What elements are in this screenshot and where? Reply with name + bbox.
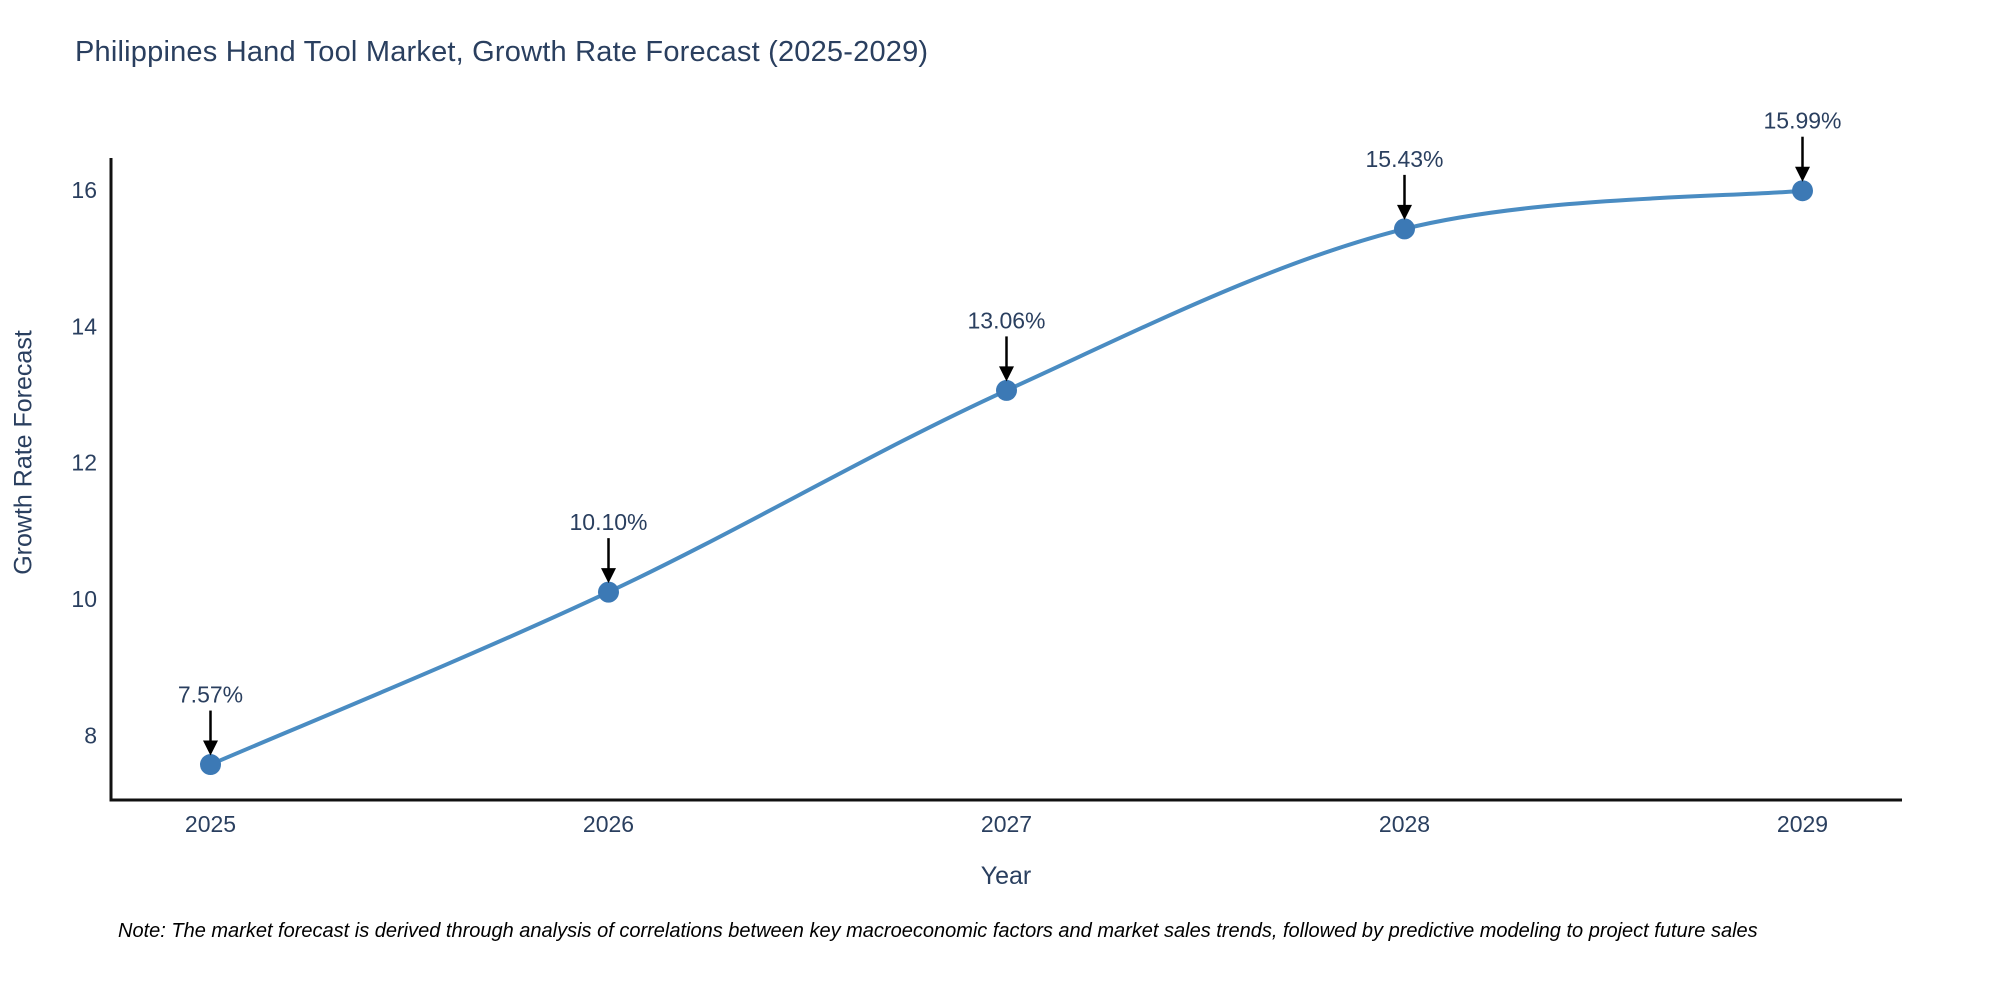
y-tick-label: 12 bbox=[71, 450, 97, 476]
y-tick-label: 10 bbox=[71, 586, 97, 612]
data-point-marker bbox=[996, 379, 1017, 401]
annotation-arrowhead-icon bbox=[1397, 204, 1412, 220]
annotation-arrowhead-icon bbox=[1795, 166, 1810, 182]
x-tick-label: 2028 bbox=[1379, 811, 1430, 837]
y-tick-label: 16 bbox=[71, 177, 97, 203]
y-axis-title: Growth Rate Forecast bbox=[9, 330, 38, 575]
x-axis-title: Year bbox=[980, 862, 1032, 890]
footnote: Note: The market forecast is derived thr… bbox=[118, 920, 1758, 942]
x-tick-label: 2029 bbox=[1777, 811, 1828, 837]
y-tick-label: 14 bbox=[71, 313, 97, 339]
forecast-line bbox=[209, 188, 1803, 767]
data-point-label: 15.99% bbox=[1763, 108, 1841, 134]
annotation-arrowhead-icon bbox=[999, 366, 1014, 382]
data-point-label: 10.10% bbox=[569, 509, 647, 535]
annotation-arrowhead-icon bbox=[601, 568, 616, 584]
data-point-marker bbox=[1792, 180, 1813, 202]
data-point-marker bbox=[200, 754, 221, 776]
data-point-marker bbox=[598, 581, 619, 603]
data-point-marker bbox=[1394, 218, 1415, 240]
y-tick-label: 8 bbox=[84, 722, 97, 748]
data-point-label: 7.57% bbox=[178, 682, 243, 708]
x-tick-label: 2027 bbox=[981, 811, 1032, 837]
annotation-arrowhead-icon bbox=[203, 740, 218, 756]
x-tick-label: 2026 bbox=[583, 811, 634, 837]
x-tick-label: 2025 bbox=[185, 811, 236, 837]
data-point-label: 15.43% bbox=[1365, 146, 1443, 172]
chart-title: Philippines Hand Tool Market, Growth Rat… bbox=[75, 36, 929, 68]
data-point-label: 13.06% bbox=[967, 307, 1045, 333]
